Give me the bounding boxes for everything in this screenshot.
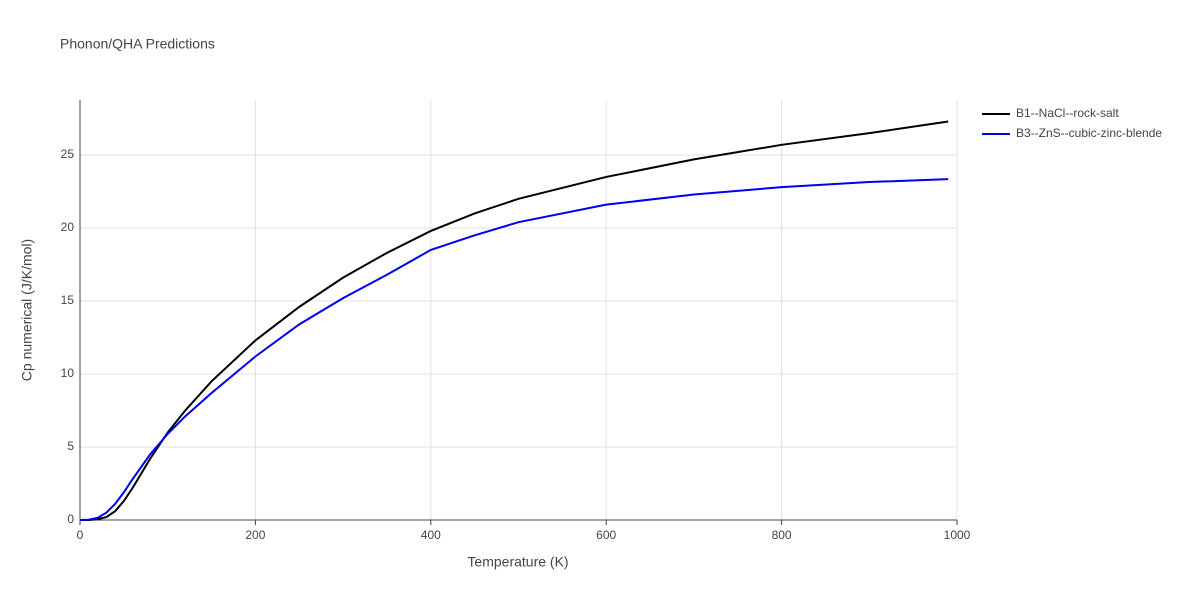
x-tick-label: 600 xyxy=(596,528,616,542)
y-tick-label: 20 xyxy=(61,220,75,234)
x-tick-label: 200 xyxy=(245,528,265,542)
chart-title: Phonon/QHA Predictions xyxy=(60,36,215,52)
y-axis-label: Cp numerical (J/K/mol) xyxy=(19,239,35,381)
x-tick-label: 400 xyxy=(421,528,441,542)
y-tick-label: 25 xyxy=(61,147,75,161)
line xyxy=(79,178,949,521)
y-tick-label: 15 xyxy=(61,293,75,307)
y-tick-label: 0 xyxy=(67,512,74,526)
x-tick-label: 1000 xyxy=(944,528,971,542)
line xyxy=(80,120,949,521)
legend-label: B3--ZnS--cubic-zinc-blende xyxy=(1016,126,1162,140)
legend-label: B1--NaCl--rock-salt xyxy=(1016,106,1119,120)
y-tick-label: 5 xyxy=(67,439,74,453)
y-tick-label: 10 xyxy=(61,366,75,380)
x-tick-label: 0 xyxy=(77,528,84,542)
x-axis-label: Temperature (K) xyxy=(467,554,568,570)
x-tick-label: 800 xyxy=(772,528,792,542)
